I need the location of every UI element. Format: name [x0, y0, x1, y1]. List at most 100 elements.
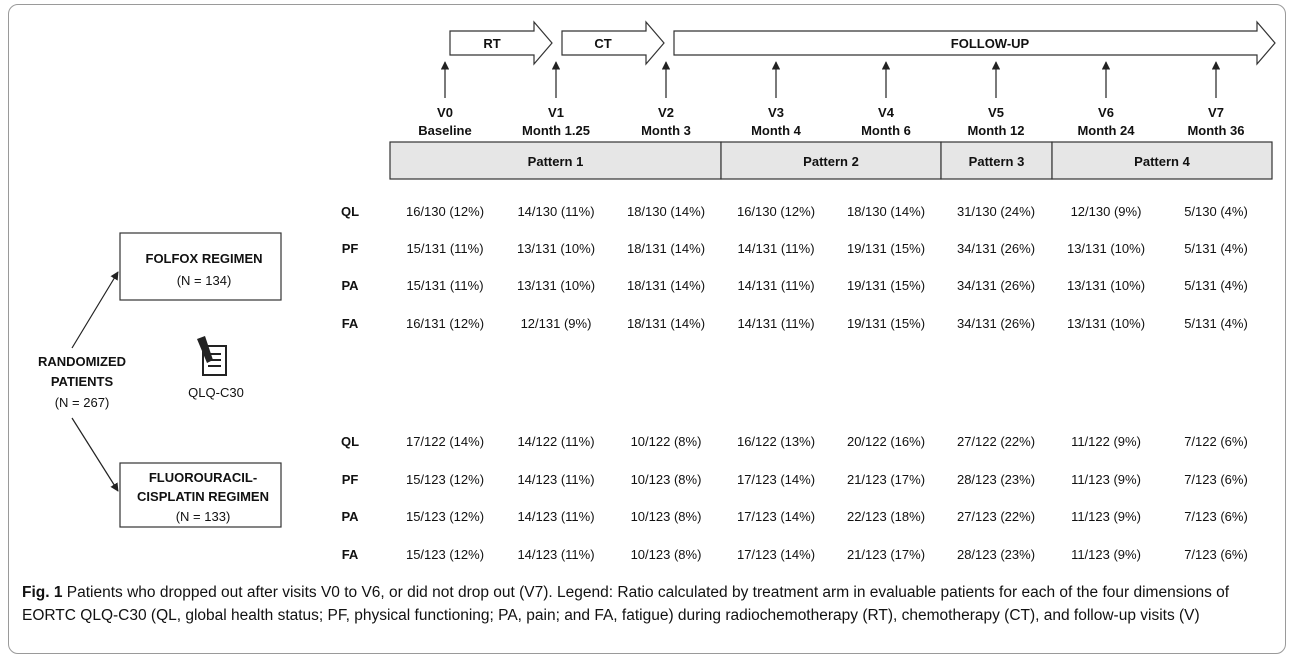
rt-phase-label: RT — [483, 36, 500, 51]
visit-label-v5: Month 12 — [967, 123, 1024, 138]
table-cell: 18/131 (14%) — [627, 278, 705, 293]
table-cell: 16/122 (13%) — [737, 434, 815, 449]
dimension-label: PA — [341, 509, 359, 524]
folfox-arm-box — [119, 232, 282, 301]
table-cell: 13/131 (10%) — [517, 278, 595, 293]
table-cell: 14/130 (11%) — [517, 204, 594, 219]
table-cell: 7/123 (6%) — [1184, 509, 1248, 524]
randomized-label-line1: RANDOMIZED — [38, 354, 126, 369]
table-cell: 13/131 (10%) — [517, 241, 595, 256]
table-cell: 5/131 (4%) — [1184, 316, 1248, 331]
dimension-label: PF — [342, 472, 359, 487]
visit-label-v4: Month 6 — [861, 123, 911, 138]
table-cell: 14/123 (11%) — [517, 509, 594, 524]
visit-code-v7: V7 — [1208, 105, 1224, 120]
visit-label-v0: Baseline — [418, 123, 471, 138]
pattern-label-1: Pattern 1 — [528, 154, 584, 169]
table-cell: 10/123 (8%) — [631, 547, 702, 562]
ct-phase-label: CT — [594, 36, 611, 51]
visit-code-v3: V3 — [768, 105, 784, 120]
table-cell: 18/130 (14%) — [847, 204, 925, 219]
pattern-label-4: Pattern 4 — [1134, 154, 1190, 169]
visit-label-v6: Month 24 — [1077, 123, 1135, 138]
pattern-cell-4 — [1051, 141, 1273, 180]
table-cell: 14/123 (11%) — [517, 547, 594, 562]
table-cell: 13/131 (10%) — [1067, 316, 1145, 331]
fluorouracil-arm-box — [119, 462, 282, 528]
table-cell: 15/123 (12%) — [406, 509, 484, 524]
table-cell: 17/123 (14%) — [737, 472, 815, 487]
dimension-label: FA — [342, 316, 359, 331]
table-cell: 15/123 (12%) — [406, 472, 484, 487]
ct-phase-arrow — [561, 20, 665, 66]
dimension-label: PF — [342, 241, 359, 256]
table-cell: 14/131 (11%) — [737, 278, 814, 293]
questionnaire-label: QLQ-C30 — [188, 385, 244, 400]
table-cell: 27/122 (22%) — [957, 434, 1035, 449]
table-cell: 16/130 (12%) — [406, 204, 484, 219]
folfox-arm-title: FOLFOX REGIMEN — [146, 251, 263, 266]
table-cell: 13/131 (10%) — [1067, 241, 1145, 256]
figure-frame — [8, 4, 1286, 654]
table-cell: 15/123 (12%) — [406, 547, 484, 562]
table-cell: 14/122 (11%) — [517, 434, 594, 449]
pattern-cell-1 — [389, 141, 722, 180]
visit-code-v4: V4 — [878, 105, 895, 120]
table-cell: 21/123 (17%) — [847, 472, 925, 487]
table-cell: 17/122 (14%) — [406, 434, 484, 449]
table-cell: 18/131 (14%) — [627, 316, 705, 331]
table-cell: 10/123 (8%) — [631, 472, 702, 487]
arrow-to-folfox — [71, 271, 119, 349]
pattern-label-3: Pattern 3 — [969, 154, 1025, 169]
table-cell: 15/131 (11%) — [406, 278, 483, 293]
dimension-label: PA — [341, 278, 359, 293]
table-cell: 7/123 (6%) — [1184, 472, 1248, 487]
visit-code-v2: V2 — [658, 105, 674, 120]
table-cell: 5/130 (4%) — [1184, 204, 1248, 219]
figure-caption: Fig. 1 Patients who dropped out after vi… — [22, 581, 1277, 627]
arrow-to-fluorouracil — [71, 417, 119, 492]
table-cell: 15/131 (11%) — [406, 241, 483, 256]
visit-label-v2: Month 3 — [641, 123, 691, 138]
table-cell: 11/123 (9%) — [1071, 509, 1141, 524]
caption-label: Fig. 1 — [22, 584, 63, 601]
table-cell: 10/123 (8%) — [631, 509, 702, 524]
pattern-label-2: Pattern 2 — [803, 154, 859, 169]
visit-code-v6: V6 — [1098, 105, 1114, 120]
table-cell: 16/131 (12%) — [406, 316, 484, 331]
table-cell: 14/131 (11%) — [737, 316, 814, 331]
dropout-diagram: RT CT FOLLOW-UP V0 Baseline V1 Month 1.25 V2… — [38, 20, 1276, 562]
table-cell: 14/131 (11%) — [737, 241, 814, 256]
table-cell: 34/131 (26%) — [957, 278, 1035, 293]
randomized-count: (N = 267) — [55, 395, 110, 410]
table-cell: 11/123 (9%) — [1071, 472, 1141, 487]
table-cell: 11/122 (9%) — [1071, 434, 1141, 449]
pattern-cell-2 — [720, 141, 942, 180]
dropout-table: QL 16/130 (12%) 14/130 (11%) 18/130 (14%) 16… — [341, 204, 1248, 562]
visit-label-v7: Month 36 — [1187, 123, 1244, 138]
table-cell: 14/123 (11%) — [517, 472, 594, 487]
visit-code-v0: V0 — [437, 105, 453, 120]
table-cell: 16/130 (12%) — [737, 204, 815, 219]
table-cell: 28/123 (23%) — [957, 547, 1035, 562]
table-cell: 11/123 (9%) — [1071, 547, 1141, 562]
table-cell: 5/131 (4%) — [1184, 241, 1248, 256]
follow-up-phase-arrow — [673, 20, 1276, 66]
table-cell: 27/123 (22%) — [957, 509, 1035, 524]
table-cell: 10/122 (8%) — [631, 434, 702, 449]
table-cell: 13/131 (10%) — [1067, 278, 1145, 293]
table-cell: 18/130 (14%) — [627, 204, 705, 219]
table-cell: 20/122 (16%) — [847, 434, 925, 449]
table-cell: 34/131 (26%) — [957, 316, 1035, 331]
fluorouracil-arm-title-line2: CISPLATIN REGIMEN — [137, 489, 269, 504]
table-cell: 18/131 (14%) — [627, 241, 705, 256]
visit-label-v1: Month 1.25 — [522, 123, 590, 138]
visit-code-v5: V5 — [988, 105, 1004, 120]
rt-phase-arrow — [449, 20, 553, 66]
randomized-label-line2: PATIENTS — [51, 374, 114, 389]
table-cell: 19/131 (15%) — [847, 278, 925, 293]
table-cell: 7/122 (6%) — [1184, 434, 1248, 449]
dimension-label: QL — [341, 204, 359, 219]
visit-code-v1: V1 — [548, 105, 564, 120]
pattern-cell-3 — [940, 141, 1053, 180]
